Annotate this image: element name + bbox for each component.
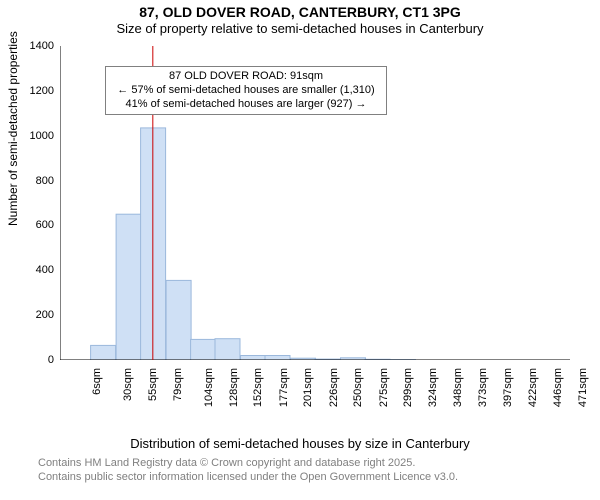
x-tick-label: 373sqm: [478, 368, 490, 407]
annot-line-1: 87 OLD DOVER ROAD: 91sqm: [112, 70, 380, 84]
page-title: 87, OLD DOVER ROAD, CANTERBURY, CT1 3PG: [0, 4, 600, 20]
x-tick-label: 250sqm: [352, 368, 364, 407]
x-tick-label: 226sqm: [328, 368, 340, 407]
y-tick-label: 400: [14, 264, 54, 276]
attrib-line-2: Contains public sector information licen…: [38, 470, 600, 484]
x-tick-label: 422sqm: [528, 368, 540, 407]
histogram-bar: [116, 214, 141, 360]
y-tick-label: 1400: [14, 40, 54, 52]
x-tick-label: 177sqm: [278, 368, 290, 407]
x-tick-label: 275sqm: [378, 368, 390, 407]
histogram-bar: [215, 339, 240, 360]
chart-area: Number of semi-detached properties 02004…: [0, 36, 600, 456]
y-tick-label: 800: [14, 175, 54, 187]
x-tick-label: 152sqm: [252, 368, 264, 407]
x-tick-label: 397sqm: [502, 368, 514, 407]
x-tick-label: 299sqm: [402, 368, 414, 407]
y-tick-label: 1000: [14, 130, 54, 142]
x-tick-label: 79sqm: [172, 368, 184, 401]
marker-annotation: 87 OLD DOVER ROAD: 91sqm ← 57% of semi-d…: [105, 66, 387, 115]
histogram-bar: [241, 356, 266, 361]
y-tick-label: 0: [14, 354, 54, 366]
histogram-bar: [91, 345, 116, 360]
histogram-bar: [191, 339, 216, 360]
x-tick-label: 201sqm: [302, 368, 314, 407]
x-tick-label: 446sqm: [552, 368, 564, 407]
y-tick-label: 1200: [14, 85, 54, 97]
y-tick-label: 200: [14, 309, 54, 321]
x-tick-label: 30sqm: [122, 368, 134, 401]
attribution-block: Contains HM Land Registry data © Crown c…: [0, 456, 600, 489]
page-subtitle: Size of property relative to semi-detach…: [0, 21, 600, 36]
attrib-line-1: Contains HM Land Registry data © Crown c…: [38, 456, 600, 470]
x-tick-label: 6sqm: [91, 368, 103, 395]
y-tick-label: 600: [14, 219, 54, 231]
x-tick-label: 55sqm: [147, 368, 159, 401]
histogram-bar: [166, 280, 191, 360]
x-tick-label: 128sqm: [228, 368, 240, 407]
annot-line-2: ← 57% of semi-detached houses are smalle…: [112, 84, 380, 98]
x-tick-label: 324sqm: [428, 368, 440, 407]
x-tick-label: 348sqm: [452, 368, 464, 407]
x-axis-label: Distribution of semi-detached houses by …: [0, 436, 600, 451]
x-tick-label: 104sqm: [203, 368, 215, 407]
histogram-bar: [265, 356, 290, 361]
x-tick-label: 471sqm: [578, 368, 590, 407]
y-axis-label: Number of semi-detached properties: [6, 31, 20, 226]
title-block: 87, OLD DOVER ROAD, CANTERBURY, CT1 3PG …: [0, 0, 600, 36]
annot-line-3: 41% of semi-detached houses are larger (…: [112, 98, 380, 112]
